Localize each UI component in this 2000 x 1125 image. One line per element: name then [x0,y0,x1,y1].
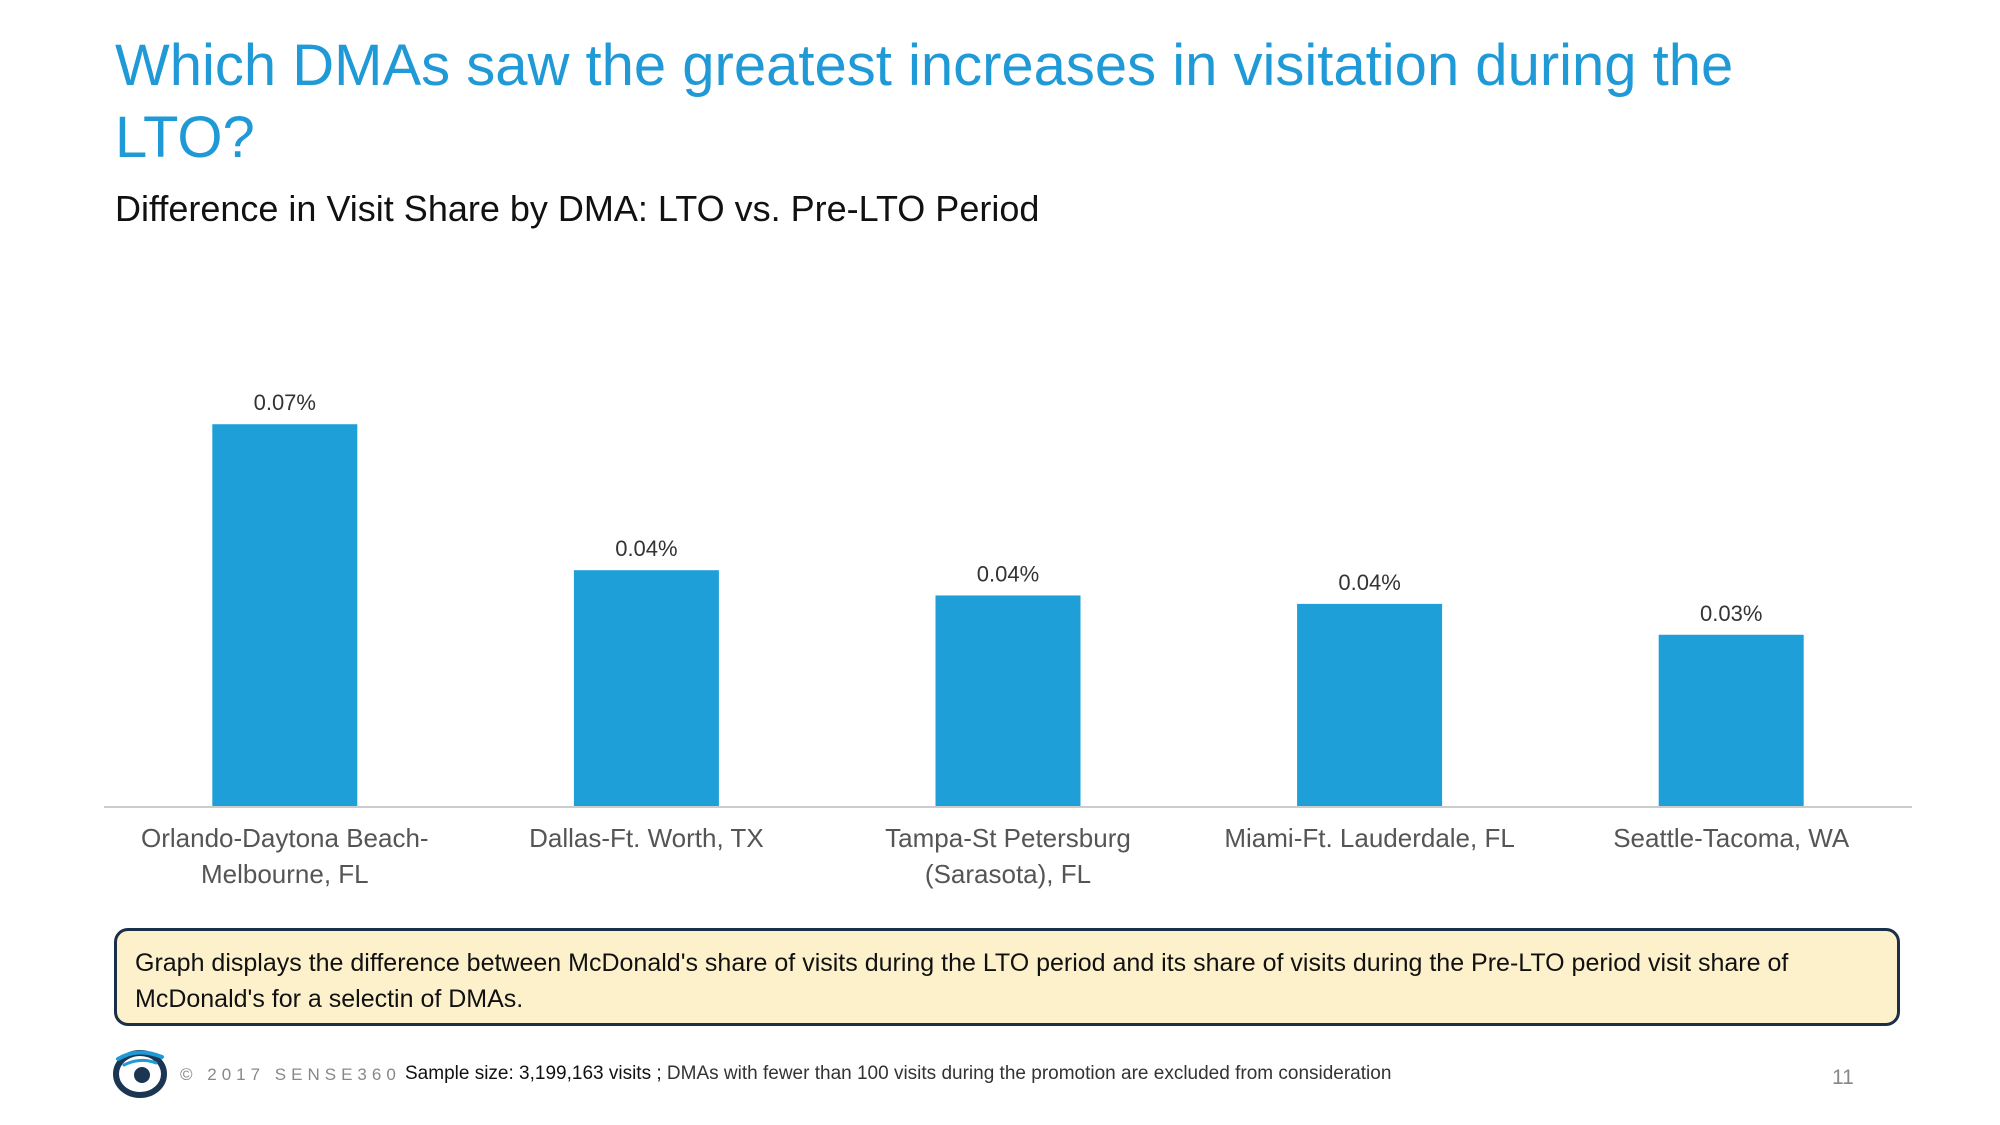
bar-4 [1658,634,1804,806]
category-label-1-0: Dallas-Ft. Worth, TX [529,823,764,853]
category-label-3-0: Miami-Ft. Lauderdale, FL [1224,823,1514,853]
bar-1 [573,570,719,806]
data-label-3: 0.04% [1338,570,1400,595]
explanation-note-text: Graph displays the difference between Mc… [135,949,1789,1013]
explanation-note: Graph displays the difference between Mc… [114,928,1900,1026]
category-label-4-0: Seattle-Tacoma, WA [1613,823,1850,853]
page-title: Which DMAs saw the greatest increases in… [115,33,1734,170]
data-label-1: 0.04% [615,536,677,561]
bar-0 [212,424,358,806]
bar-chart: 0.07% Orlando-Daytona Beach- Melbourne, FL… [104,390,1912,889]
page-number: 11 [1832,1066,1854,1089]
category-label-2-0: Tampa-St Petersburg [885,823,1131,853]
sample-size-rest: DMAs with fewer than 100 visits during t… [661,1063,1392,1084]
sample-size-lead: Sample size: 3,199,163 visits ; [405,1063,662,1084]
category-label-0-1: Melbourne, FL [201,859,369,889]
sense360-logo-icon [113,1050,167,1098]
bar-2 [935,595,1081,806]
category-label-2-1: (Sarasota), FL [925,859,1091,889]
data-label-4: 0.03% [1700,601,1762,626]
copyright: © 2017 SENSE360 [180,1065,401,1084]
data-label-2: 0.04% [977,561,1039,586]
category-label-0-0: Orlando-Daytona Beach- [141,823,429,853]
bar-3 [1297,603,1443,806]
chart-subtitle: Difference in Visit Share by DMA: LTO vs… [115,188,1040,229]
sample-size-note: Sample size: 3,199,163 visits ; DMAs wit… [405,1063,1391,1085]
data-label-0: 0.07% [254,390,316,415]
